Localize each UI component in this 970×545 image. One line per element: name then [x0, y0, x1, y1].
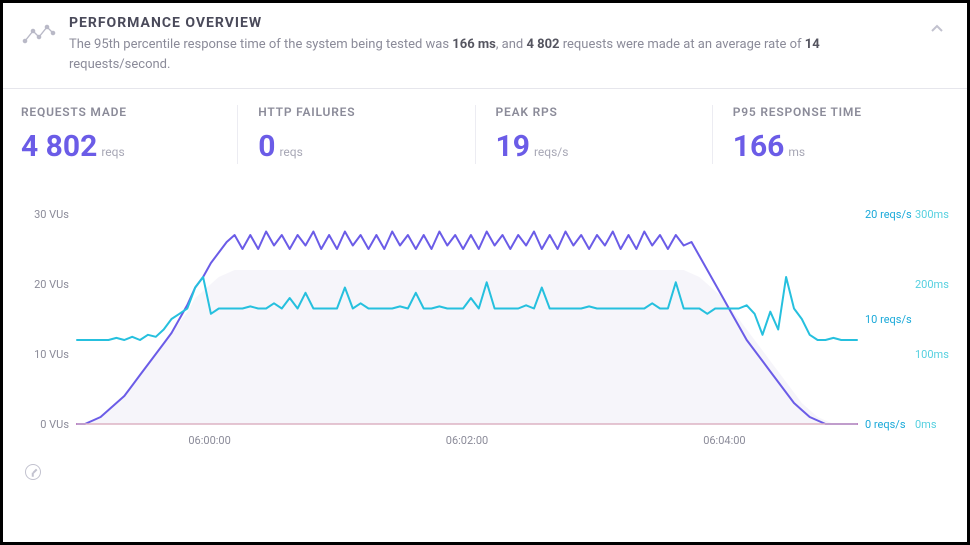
- metric-label: REQUESTS MADE: [21, 105, 217, 119]
- metric-value: 19: [496, 129, 530, 164]
- metrics-row: REQUESTS MADE 4 802reqs HTTP FAILURES 0r…: [3, 89, 967, 174]
- svg-text:06:04:00: 06:04:00: [703, 434, 745, 447]
- svg-text:06:00:00: 06:00:00: [188, 434, 230, 447]
- metric-unit: reqs/s: [534, 145, 568, 159]
- collapse-toggle[interactable]: [929, 21, 949, 41]
- svg-text:0ms: 0ms: [915, 418, 937, 431]
- overview-header: PERFORMANCE OVERVIEW The 95th percentile…: [3, 3, 967, 89]
- clock-icon: [25, 464, 41, 480]
- metric-label: P95 RESPONSE TIME: [733, 105, 929, 119]
- svg-text:30 VUs: 30 VUs: [34, 208, 69, 221]
- performance-chart: 0 VUs 10 VUs 20 VUs 30 VUs 0 reqs/s 10 reqs/s…: [3, 174, 967, 484]
- metric-label: HTTP FAILURES: [258, 105, 454, 119]
- svg-text:100ms: 100ms: [915, 348, 949, 361]
- overview-header-text: PERFORMANCE OVERVIEW The 95th percentile…: [69, 15, 917, 74]
- svg-text:20 reqs/s: 20 reqs/s: [865, 208, 912, 221]
- metric-value: 4 802: [21, 129, 97, 164]
- svg-text:300ms: 300ms: [915, 208, 949, 221]
- svg-text:0 VUs: 0 VUs: [40, 418, 69, 431]
- metric-card-failures: HTTP FAILURES 0 reqs: [238, 105, 475, 164]
- svg-text:200ms: 200ms: [915, 278, 949, 291]
- metric-unit: reqs: [279, 145, 302, 159]
- svg-text:10 VUs: 10 VUs: [34, 348, 69, 361]
- overview-title: PERFORMANCE OVERVIEW: [69, 15, 917, 31]
- overview-description: The 95th percentile response time of the…: [69, 35, 917, 74]
- svg-text:10 reqs/s: 10 reqs/s: [865, 313, 912, 326]
- metric-label: PEAK RPS: [496, 105, 692, 119]
- metric-card-p95: P95 RESPONSE TIME 166ms: [713, 105, 949, 164]
- metric-unit: reqs: [101, 145, 124, 159]
- svg-text:0 reqs/s: 0 reqs/s: [865, 418, 906, 431]
- metric-unit: ms: [788, 145, 805, 159]
- svg-text:06:02:00: 06:02:00: [446, 434, 488, 447]
- metric-value: 166: [733, 129, 785, 164]
- metric-value: 0: [258, 129, 275, 164]
- overview-chart-icon: [21, 17, 57, 53]
- metric-card-requests: REQUESTS MADE 4 802 reqs: [21, 105, 238, 164]
- svg-text:20 VUs: 20 VUs: [34, 278, 69, 291]
- chart-svg: 0 VUs 10 VUs 20 VUs 30 VUs 0 reqs/s 10 reqs/s…: [17, 204, 957, 474]
- metric-card-peak-rps: PEAK RPS 19 reqs/s: [476, 105, 713, 164]
